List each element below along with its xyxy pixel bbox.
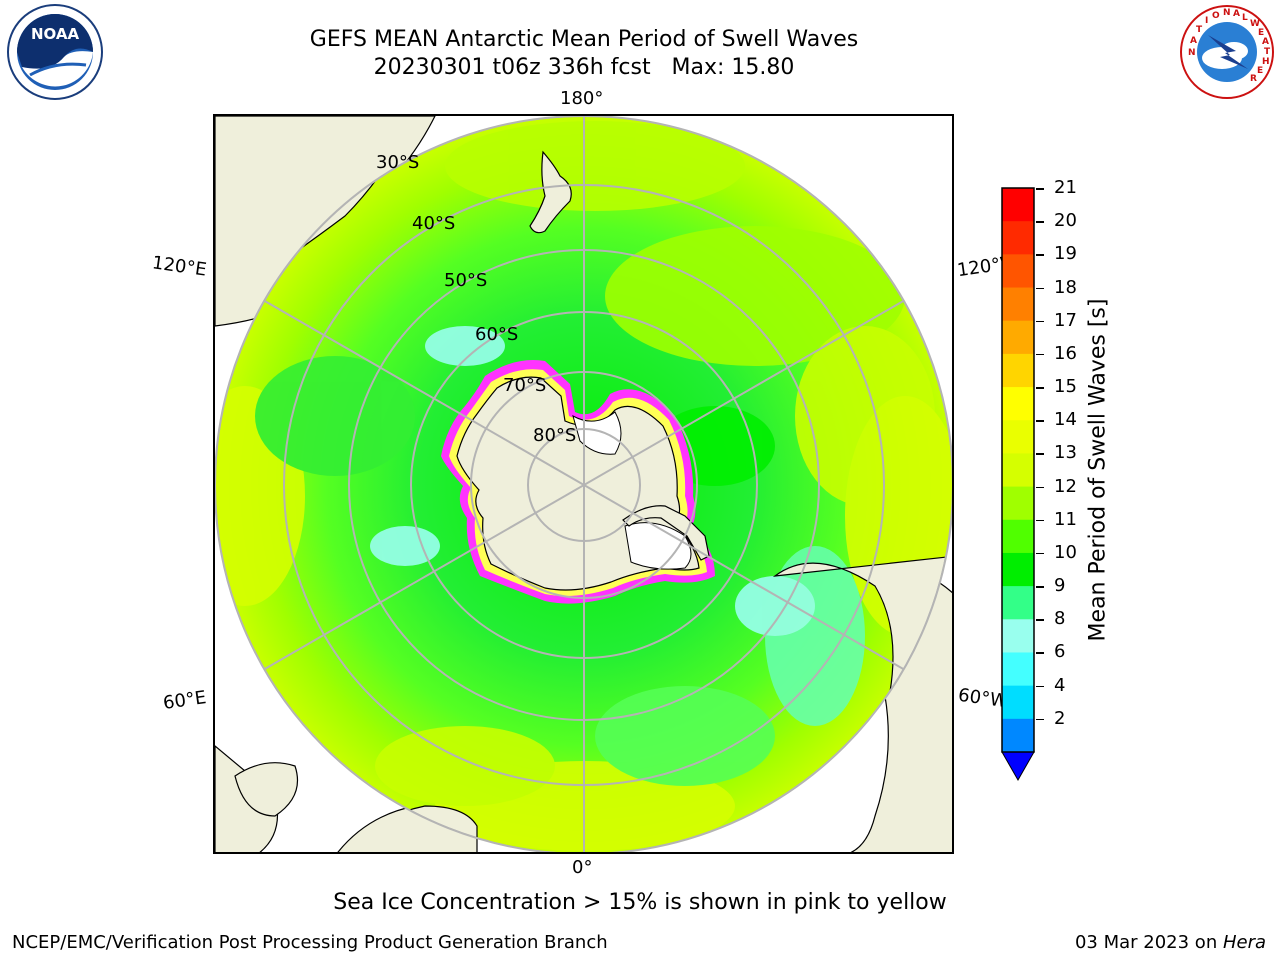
colorbar-bin	[1002, 353, 1034, 388]
colorbar-bin	[1002, 586, 1034, 620]
svg-text:A: A	[1233, 9, 1240, 19]
colorbar-title: Mean Period of Swell Waves [s]	[1085, 298, 1111, 642]
lat-label-50s: 50°S	[444, 270, 488, 291]
colorbar-tick-label: 13	[1054, 442, 1077, 464]
colorbar-bin	[1002, 486, 1034, 521]
antarctic-peninsula	[622, 505, 710, 561]
colorbar-extend-triangle	[1001, 751, 1035, 782]
colorbar-bin	[1002, 387, 1034, 421]
colorbar-tick-mark	[1036, 718, 1044, 721]
svg-text:W: W	[1250, 19, 1260, 29]
polar-map	[215, 116, 952, 852]
colorbar-bin	[1002, 188, 1034, 222]
svg-text:E: E	[1258, 28, 1264, 38]
colorbar-tick-label: 10	[1054, 541, 1077, 563]
svg-text:A: A	[1262, 37, 1269, 47]
colorbar-tick-label: 18	[1054, 276, 1077, 298]
noaa-logo-text: NOAA	[31, 25, 80, 43]
svg-text:L: L	[1242, 13, 1248, 23]
colorbar-tick-label: 9	[1054, 575, 1066, 597]
colorbar-bin	[1002, 519, 1034, 554]
colorbar-tick-label: 21	[1054, 177, 1077, 198]
colorbar-tick-mark	[1036, 188, 1044, 190]
colorbar-bin	[1002, 287, 1034, 322]
colorbar-tick-mark	[1036, 552, 1044, 555]
colorbar-tick-label: 20	[1054, 210, 1077, 232]
colorbar-border	[1001, 187, 1035, 753]
map-panel	[213, 114, 954, 854]
footer-date-text: 03 Mar 2023 on	[1074, 932, 1223, 953]
lon-label-180: 180°	[560, 88, 604, 109]
colorbar-bin	[1002, 420, 1034, 454]
colorbar-bin	[1002, 221, 1034, 255]
noaa-logo-icon: NOAA	[7, 4, 103, 100]
colorbar-tick-mark	[1036, 685, 1044, 688]
colorbar-tick-mark	[1036, 619, 1044, 621]
graticule	[215, 116, 952, 852]
lat-label-30s: 30°S	[376, 152, 420, 173]
colorbar-tick-label: 6	[1054, 641, 1066, 663]
colorbar-tick-labels: 21 20 19 18 17 16 15 14 13 12 11 10 9 8 6 4 2	[1036, 177, 1086, 786]
colorbar-tick-label: 8	[1054, 608, 1066, 630]
lat-label-70s: 70°S	[503, 375, 547, 396]
colorbar-bin	[1002, 685, 1034, 720]
swell-period-patches	[215, 121, 952, 851]
colorbar-bin	[1002, 320, 1034, 355]
colorbar-tick-mark	[1036, 353, 1044, 356]
colorbar-tick-mark	[1036, 221, 1044, 223]
colorbar-tick-label: 17	[1054, 309, 1077, 331]
colorbar-bin	[1002, 254, 1034, 289]
colorbar-tick-mark	[1036, 387, 1044, 389]
colorbar-tick-label: 12	[1054, 475, 1077, 497]
colorbar-tick-mark	[1036, 652, 1044, 654]
colorbar-tick-mark	[1036, 287, 1044, 290]
colorbar-tick-mark	[1036, 420, 1044, 422]
weddell-ice-shelf	[624, 522, 692, 570]
colorbar-tick-mark	[1036, 586, 1044, 588]
colorbar-tick-mark	[1036, 486, 1044, 489]
colorbar-bins	[1002, 188, 1034, 753]
svg-text:R: R	[1250, 74, 1257, 84]
colorbar-bin	[1002, 619, 1034, 653]
svg-text:N: N	[1223, 8, 1231, 18]
colorbar-tick-mark	[1036, 519, 1044, 522]
lat-label-80s: 80°S	[533, 425, 577, 446]
svg-text:I: I	[1205, 16, 1208, 26]
colorbar-bin	[1002, 652, 1034, 687]
map-subtitle: 20230301 t06z 336h fcst Max: 15.80	[373, 55, 795, 80]
footer-credit: NCEP/EMC/Verification Post Processing Pr…	[12, 932, 608, 953]
colorbar-tick-mark	[1036, 320, 1044, 323]
lat-label-40s: 40°S	[412, 213, 456, 234]
colorbar-bin	[1002, 718, 1034, 753]
svg-text:H: H	[1262, 57, 1270, 67]
lon-label-60e: 60°E	[161, 687, 208, 714]
colorbar-bin	[1002, 453, 1034, 488]
footer-host: Hera	[1222, 932, 1266, 953]
lon-label-120e: 120°E	[150, 252, 208, 281]
colorbar-bin	[1002, 552, 1034, 587]
svg-text:N: N	[1188, 48, 1196, 58]
colorbar-tick-label: 2	[1054, 707, 1066, 729]
colorbar-tick-label: 14	[1054, 409, 1077, 431]
colorbar-tick-label: 16	[1054, 342, 1077, 364]
colorbar-tick-mark	[1036, 453, 1044, 455]
map-title: GEFS MEAN Antarctic Mean Period of Swell…	[309, 27, 859, 52]
svg-text:T: T	[1264, 47, 1271, 57]
colorbar-tick-label: 4	[1054, 674, 1066, 696]
svg-text:A: A	[1190, 36, 1197, 46]
sea-ice-caption: Sea Ice Concentration > 15% is shown in …	[333, 890, 947, 915]
colorbar	[1001, 187, 1035, 782]
colorbar-tick-label: 19	[1054, 243, 1077, 265]
colorbar-tick-mark	[1036, 254, 1044, 256]
svg-text:O: O	[1212, 11, 1220, 21]
lat-label-60s: 60°S	[475, 324, 519, 345]
lon-label-0: 0°	[572, 857, 593, 878]
svg-text:T: T	[1196, 25, 1203, 35]
colorbar-tick-label: 15	[1054, 376, 1077, 398]
svg-text:E: E	[1257, 66, 1263, 76]
footer-date: 03 Mar 2023 on Hera	[1075, 932, 1266, 953]
colorbar-tick-label: 11	[1054, 508, 1077, 530]
